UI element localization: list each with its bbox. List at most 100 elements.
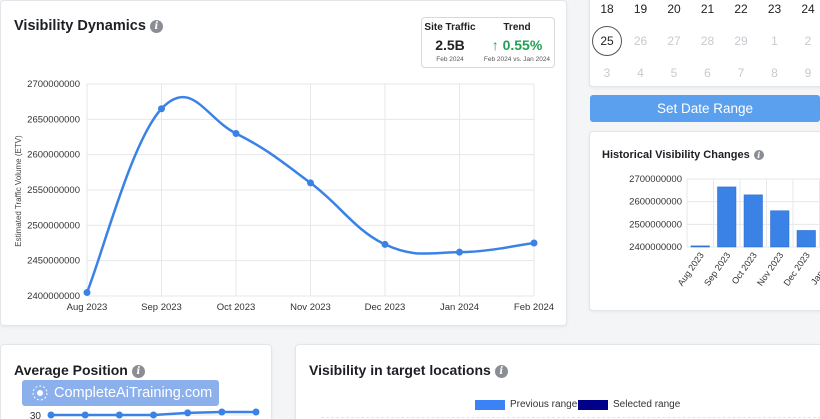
stats-box: Site Traffic 2.5B Feb 2024 Trend ↑ 0.55%… — [421, 17, 555, 68]
y-tick-label: 2700000000 — [629, 174, 682, 185]
x-tick-label: Feb 2024 — [514, 302, 554, 313]
data-point — [47, 411, 55, 419]
data-point — [184, 409, 192, 417]
calendar-day[interactable]: 7 — [737, 66, 745, 80]
calendar-day[interactable]: 26 — [633, 34, 648, 48]
data-point — [150, 411, 157, 419]
calendar-day[interactable]: 8 — [771, 66, 778, 80]
data-point — [530, 239, 538, 247]
y-axis-label: Estimated Traffic Volume (ETV) — [14, 135, 23, 247]
calendar-day[interactable]: 22 — [734, 2, 748, 16]
site-traffic-stat: Site Traffic 2.5B Feb 2024 — [422, 22, 478, 63]
info-icon[interactable]: i — [753, 150, 764, 161]
visibility-line-chart: Estimated Traffic Volume (ETV) 270000000… — [14, 79, 554, 313]
y-tick-label: 2500000000 — [27, 220, 80, 231]
x-tick-label: Nov 2023 — [290, 302, 331, 313]
calendar-day[interactable]: 5 — [670, 66, 678, 80]
trend-value-row: ↑ 0.55% — [478, 37, 556, 53]
data-point — [381, 240, 389, 248]
calendar-day[interactable]: 24 — [801, 2, 815, 16]
calendar-day[interactable]: 20 — [667, 2, 681, 16]
data-point — [158, 105, 165, 113]
trend-value: 0.55% — [502, 37, 543, 53]
data-point — [307, 179, 314, 187]
legend-label-selected[interactable]: Selected range — [613, 399, 681, 410]
calendar-day[interactable]: 25 — [592, 26, 622, 56]
calendar-day[interactable]: 4 — [637, 66, 644, 80]
legend-label-previous[interactable]: Previous range — [510, 399, 578, 410]
y-tick-label: 2600000000 — [629, 197, 682, 208]
calendar-day[interactable]: 27 — [667, 34, 681, 48]
bar — [796, 230, 816, 248]
y-tick-label: 2650000000 — [27, 114, 80, 125]
bar — [717, 186, 737, 248]
historical-visibility-card: Historical Visibility Changes i 270000000… — [589, 131, 820, 311]
target-locations-card: Visibility in target locations i Previous… — [295, 344, 820, 419]
historical-title-text: Historical Visibility Changes — [602, 149, 750, 161]
x-tick-label: Oct 2023 — [730, 250, 759, 286]
y-tick-label: 2450000000 — [27, 256, 80, 267]
bar — [690, 245, 710, 248]
average-position-title-text: Average Position — [14, 362, 128, 378]
calendar-day[interactable]: 9 — [804, 66, 812, 80]
data-point — [115, 411, 123, 419]
calendar-day[interactable]: 6 — [704, 66, 711, 80]
calendar-day[interactable]: 3 — [603, 66, 611, 80]
calendar-day[interactable]: 29 — [734, 34, 748, 48]
data-point — [456, 248, 463, 256]
site-traffic-value: 2.5B — [435, 37, 465, 53]
chart-gridline — [321, 417, 820, 418]
calendar-day[interactable]: 1 — [771, 34, 778, 48]
x-tick-label: Oct 2023 — [217, 302, 256, 313]
visibility-dynamics-title-text: Visibility Dynamics — [14, 18, 146, 34]
historical-title: Historical Visibility Changes i — [602, 149, 764, 161]
site-traffic-period: Feb 2024 — [436, 56, 464, 63]
y-tick-label: 30 — [30, 411, 42, 419]
y-tick-label: 2400000000 — [629, 242, 682, 253]
calendar-day[interactable]: 23 — [767, 2, 782, 16]
legend-swatch-previous[interactable] — [475, 400, 505, 410]
x-tick-label: Sep 2023 — [141, 302, 182, 313]
site-traffic-label: Site Traffic — [424, 22, 476, 33]
y-tick-label: 2500000000 — [629, 219, 682, 230]
calendar-day[interactable]: 19 — [633, 2, 648, 16]
historical-bar-chart: 2700000000 2600000000 2500000000 2400000000… — [629, 174, 820, 288]
arrow-up-icon: ↑ — [491, 37, 499, 53]
info-icon[interactable]: i — [149, 19, 163, 33]
calendar-day[interactable]: 18 — [600, 2, 614, 16]
bar — [770, 210, 790, 248]
legend-swatch-selected[interactable] — [578, 400, 608, 410]
visibility-dynamics-title: Visibility Dynamics i — [14, 18, 163, 34]
x-tick-label: Aug 2023 — [67, 302, 108, 313]
calendar-card: 18 19 20 21 22 23 24 25 26 27 28 29 1 2 3 4 5 6 7 8 9 — [589, 0, 820, 87]
visibility-dynamics-card: Visibility Dynamics i Site Traffic 2.5B F… — [0, 0, 567, 326]
y-tick-label: 2700000000 — [27, 79, 80, 90]
data-point — [218, 408, 226, 416]
data-point — [232, 129, 240, 137]
data-point — [81, 411, 89, 419]
x-tick-label: Dec 2023 — [365, 302, 406, 313]
target-locations-title-text: Visibility in target locations — [309, 362, 491, 378]
info-icon[interactable]: i — [131, 364, 145, 378]
y-tick-label: 2550000000 — [27, 185, 80, 196]
y-tick-label: 2400000000 — [27, 291, 80, 302]
trend-period: Feb 2024 vs. Jan 2024 — [483, 56, 551, 63]
calendar-day[interactable]: 2 — [804, 34, 812, 48]
calendar-day[interactable]: 21 — [700, 2, 715, 16]
calendar-day[interactable]: 28 — [700, 34, 715, 48]
series-line — [85, 95, 535, 293]
average-position-chart: 30 — [30, 408, 260, 419]
x-tick-label: Dec 2023 — [782, 250, 812, 287]
info-icon[interactable]: i — [494, 364, 508, 378]
set-date-range-button[interactable]: Set Date Range — [590, 95, 820, 122]
x-tick-label: Jan 2024 — [440, 302, 479, 313]
watermark-text: CompleteAiTraining.com — [54, 385, 213, 401]
data-point — [252, 408, 260, 416]
average-position-title: Average Position i — [14, 362, 145, 378]
x-tick-label: Sep 2023 — [702, 250, 732, 287]
y-tick-label: 2600000000 — [27, 150, 80, 161]
sparkle-icon — [32, 385, 48, 401]
data-point — [83, 288, 91, 296]
trend-label: Trend — [503, 22, 531, 33]
bar — [743, 194, 763, 248]
